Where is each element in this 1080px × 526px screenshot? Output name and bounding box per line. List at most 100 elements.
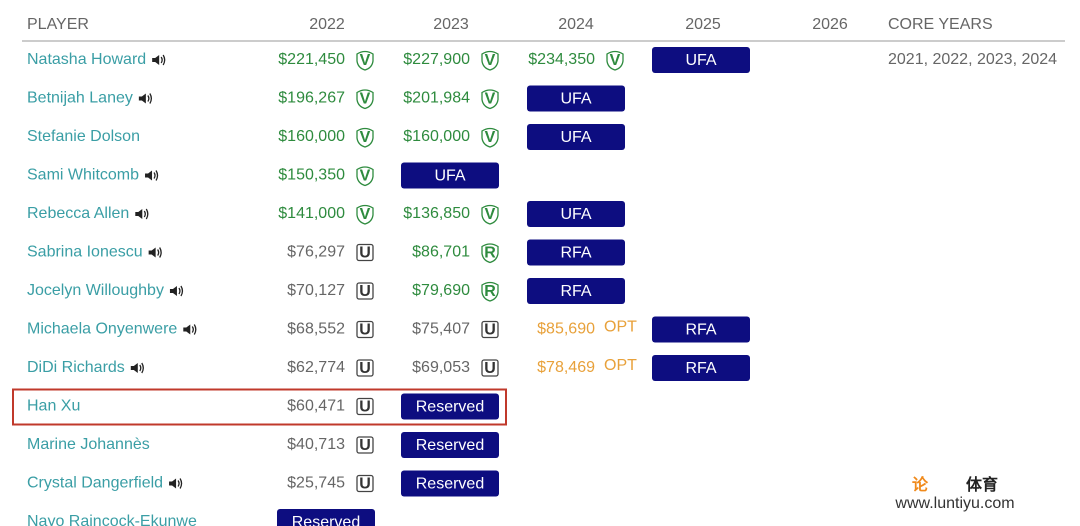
badge-letter: U	[359, 476, 371, 493]
badge-letter: V	[485, 91, 496, 108]
speaker	[135, 209, 143, 219]
player-name: Han Xu	[27, 398, 80, 415]
salary: $86,701	[412, 244, 470, 261]
audio-icon	[135, 208, 149, 220]
salary: $62,774	[287, 359, 345, 376]
row-highlight	[12, 388, 507, 426]
badge-letter: U	[359, 283, 371, 300]
player-name: Sami Whitcomb	[27, 167, 139, 184]
salary: $136,850	[403, 205, 470, 222]
status-label: Reserved	[292, 514, 360, 526]
audio-icon	[183, 324, 197, 335]
player-name: Rebecca Allen	[27, 205, 129, 222]
column-header: 2023	[433, 16, 469, 33]
audio-icon	[145, 170, 159, 181]
badge-frame	[356, 320, 374, 339]
sound-waves	[191, 324, 197, 335]
status-button	[401, 162, 499, 189]
badge-frame	[481, 281, 499, 302]
player-name: DiDi Richards	[27, 359, 125, 376]
badge-frame	[356, 282, 374, 300]
salary: $150,350	[278, 167, 345, 184]
badge-letter: V	[360, 129, 371, 146]
status-button	[401, 470, 499, 497]
core-years: 2021, 2022, 2023, 2024	[888, 51, 1057, 68]
audio-icon	[148, 247, 162, 258]
status-button	[277, 509, 375, 526]
watermark-url: www.luntiyu.com	[894, 495, 1014, 512]
status-button	[401, 393, 499, 420]
salary: $68,552	[287, 321, 345, 338]
badge-letter: V	[360, 206, 371, 223]
badge-frame	[356, 127, 374, 148]
badge-frame	[356, 166, 374, 187]
watermark-logo: 论	[912, 475, 929, 494]
audio-icon	[152, 54, 166, 66]
badge-letter: V	[485, 206, 496, 223]
status-label: RFA	[685, 360, 716, 377]
salary: $221,450	[278, 51, 345, 68]
badge-frame	[481, 243, 499, 264]
badge-frame	[481, 50, 499, 71]
status-button	[527, 201, 625, 227]
badge-frame	[481, 204, 499, 225]
badge-frame	[481, 359, 499, 377]
salary: $69,053	[412, 359, 470, 376]
player-name: Jocelyn Willoughby	[27, 282, 164, 299]
salary: $40,713	[287, 436, 345, 453]
salary: $85,690	[537, 321, 595, 338]
player-name: Crystal Dangerfield	[27, 475, 163, 492]
sound-waves	[157, 247, 162, 258]
speaker	[169, 286, 177, 296]
audio-icon	[130, 362, 144, 374]
status-label: UFA	[685, 52, 716, 69]
sound-waves	[160, 54, 166, 66]
speaker	[183, 324, 191, 335]
speaker	[152, 55, 160, 65]
badge-frame	[356, 89, 374, 110]
sound-waves	[147, 93, 153, 104]
badge-frame	[481, 320, 499, 339]
status-label: RFA	[560, 283, 591, 300]
badge-letter: U	[484, 322, 496, 339]
badge-letter: V	[360, 91, 371, 108]
badge-frame	[356, 50, 374, 71]
speaker	[145, 170, 153, 181]
column-header: 2025	[685, 16, 721, 33]
status-button	[527, 124, 625, 150]
audio-icon	[138, 93, 153, 104]
status-label: RFA	[685, 322, 716, 339]
salary: $60,471	[287, 398, 345, 415]
player-name: Michaela Onyenwere	[27, 321, 177, 338]
badge-letter: U	[484, 360, 496, 377]
audio-icon	[169, 478, 183, 489]
badge-frame	[606, 50, 624, 71]
salary: $76,297	[287, 244, 345, 261]
badge-frame	[481, 127, 499, 148]
status-label: Reserved	[416, 437, 484, 454]
column-header: 2022	[309, 16, 345, 33]
badge-letter: R	[484, 245, 496, 262]
sound-waves	[178, 285, 184, 297]
badge-frame	[356, 436, 374, 454]
salary: $160,000	[403, 128, 470, 145]
status-button	[652, 47, 750, 73]
badge-letter: V	[485, 52, 496, 69]
speaker	[169, 478, 177, 489]
badge-frame	[356, 359, 374, 377]
badge-letter: V	[360, 52, 371, 69]
badge-letter: U	[359, 360, 371, 377]
badge-letter: V	[610, 52, 621, 69]
sound-waves	[153, 170, 159, 181]
audio-icon	[169, 285, 184, 297]
badge-letter: U	[359, 399, 371, 416]
salary: $79,690	[412, 282, 470, 299]
speaker	[138, 93, 146, 104]
speaker	[148, 247, 156, 258]
salary: $78,469	[537, 359, 595, 376]
salary: $70,127	[287, 282, 345, 299]
column-header: CORE YEARS	[888, 16, 993, 33]
salary: $25,745	[287, 475, 345, 492]
badge-frame	[356, 243, 374, 262]
